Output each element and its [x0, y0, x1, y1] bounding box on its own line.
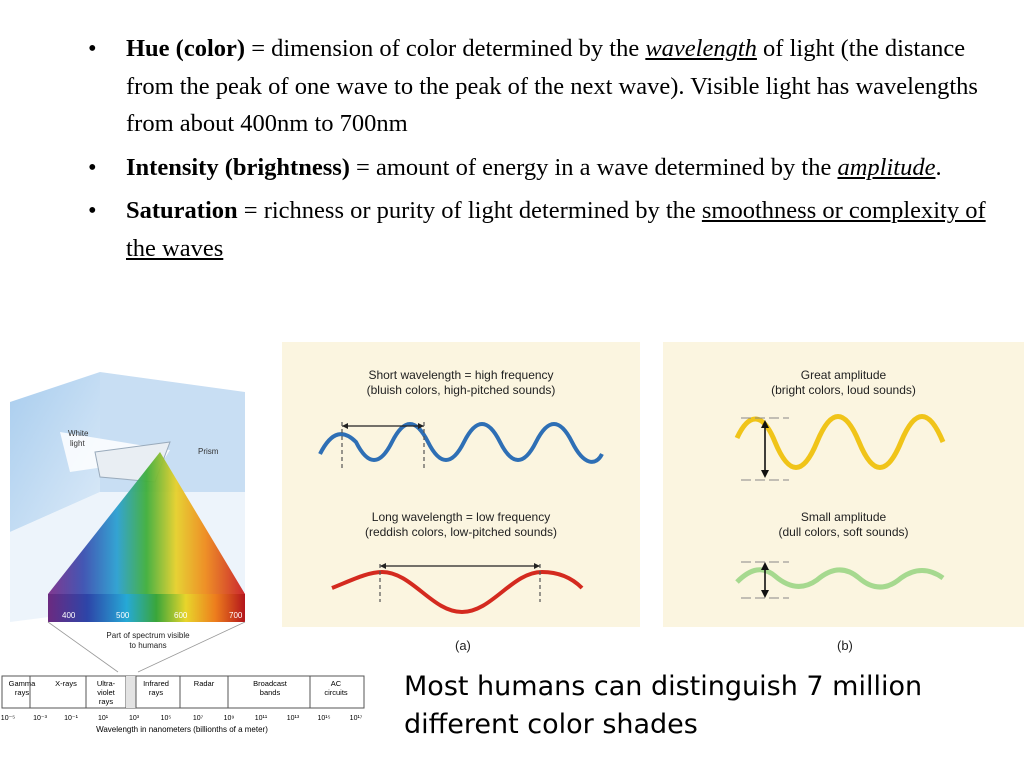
- bullet-list: • Hue (color) = dimension of color deter…: [88, 30, 998, 273]
- panel-wavelength: Short wavelength = high frequency (bluis…: [282, 342, 640, 627]
- em-scale-svg: Gamma rays X-rays Ultra- violet rays Inf…: [1, 675, 365, 734]
- small-amplitude-caption: Small amplitude (dull colors, soft sound…: [778, 510, 909, 539]
- intensity-term: Intensity (brightness): [126, 153, 350, 181]
- intensity-text-2: .: [935, 153, 942, 181]
- tick: 10⁻³: [33, 715, 47, 722]
- bullet-dot: •: [88, 35, 97, 62]
- spectrum-tick-700: 700: [229, 611, 243, 620]
- band-gamma-2: rays: [15, 688, 29, 697]
- long-wave: [331, 569, 584, 615]
- tick: 10⁷: [193, 715, 204, 722]
- band-xrays: X-rays: [55, 679, 77, 688]
- tick: 10¹³: [287, 715, 300, 722]
- band-uv-1: Ultra-: [97, 679, 116, 688]
- spectrum-tick-600: 600: [174, 611, 188, 620]
- band-broadcast-1: Broadcast: [253, 679, 288, 688]
- white-light-label-2: light: [70, 439, 85, 448]
- band-ac-1: AC: [331, 679, 342, 688]
- intensity-text-1: = amount of energy in a wave determined …: [349, 153, 838, 181]
- tick: 10⁻⁵: [1, 715, 15, 722]
- white-light-label-1: White: [68, 429, 89, 438]
- tick: 10¹¹: [255, 715, 268, 722]
- panel-a-label: (a): [455, 638, 471, 653]
- tick: 10⁻¹: [64, 715, 78, 722]
- visible-caption-1: Part of spectrum visible: [106, 631, 190, 640]
- tick: 10¹: [98, 715, 109, 722]
- bullet-intensity: • Intensity (brightness) = amount of ene…: [88, 149, 998, 187]
- bullet-dot: •: [88, 197, 97, 224]
- short-wave: [318, 422, 604, 464]
- short-wavelength-caption: Short wavelength = high frequency (bluis…: [366, 368, 556, 397]
- prism-illustration: 400 500 600 700 White light Prism Part o…: [10, 372, 246, 673]
- bullet-hue: • Hue (color) = dimension of color deter…: [88, 30, 998, 143]
- tick: 10¹⁵: [317, 715, 330, 722]
- band-infrared-1: Infrared: [143, 679, 169, 688]
- great-amplitude-caption: Great amplitude (bright colors, loud sou…: [771, 368, 916, 397]
- panel-amplitude: Great amplitude (bright colors, loud sou…: [663, 342, 1024, 627]
- band-radar: Radar: [194, 679, 215, 688]
- em-spectrum-scale: Gamma rays X-rays Ultra- violet rays Inf…: [0, 674, 370, 744]
- band-infrared-2: rays: [149, 688, 163, 697]
- spectrum-tick-400: 400: [62, 611, 76, 620]
- hue-term: Hue (color): [126, 35, 246, 62]
- prism-label: Prism: [198, 447, 219, 456]
- hue-text-2: of light (the distance from the peak of …: [126, 35, 978, 137]
- tick: 10¹⁷: [350, 715, 363, 722]
- tick: 10⁹: [224, 715, 235, 722]
- band-gamma-1: Gamma: [9, 679, 37, 688]
- visible-caption-2: to humans: [129, 641, 166, 650]
- note-text: Most humans can distinguish 7 million di…: [404, 671, 923, 740]
- tick: 10⁵: [161, 715, 172, 722]
- band-broadcast-2: bands: [260, 688, 281, 697]
- hue-text-1: = dimension of color determined by the: [245, 35, 646, 62]
- saturation-term: Saturation: [126, 197, 238, 224]
- scale-axis-label: Wavelength in nanometers (billionths of …: [96, 725, 268, 734]
- saturation-underlined: smoothness or complexity of the waves: [126, 197, 986, 262]
- panel-b-label: (b): [837, 638, 853, 653]
- prism-figure: 400 500 600 700 White light Prism Part o…: [0, 372, 250, 738]
- band-ac-2: circuits: [324, 688, 348, 697]
- hue-wavelength: wavelength: [645, 35, 757, 62]
- bullet-saturation: • Saturation = richness or purity of lig…: [88, 192, 998, 267]
- bullet-dot: •: [88, 153, 97, 181]
- tick: 10³: [129, 715, 140, 722]
- intensity-amplitude: amplitude: [837, 153, 936, 181]
- small-amplitude-wave: [735, 567, 945, 590]
- long-wavelength-caption: Long wavelength = low frequency (reddish…: [364, 510, 558, 539]
- saturation-text-1: = richness or purity of light determined…: [237, 197, 702, 224]
- band-uv-3: rays: [99, 697, 113, 706]
- band-uv-2: violet: [97, 688, 115, 697]
- amplitude-waves: [734, 414, 946, 599]
- wavelength-waves: [318, 422, 604, 615]
- spectrum-tick-500: 500: [116, 611, 130, 620]
- great-amplitude-wave: [734, 414, 946, 470]
